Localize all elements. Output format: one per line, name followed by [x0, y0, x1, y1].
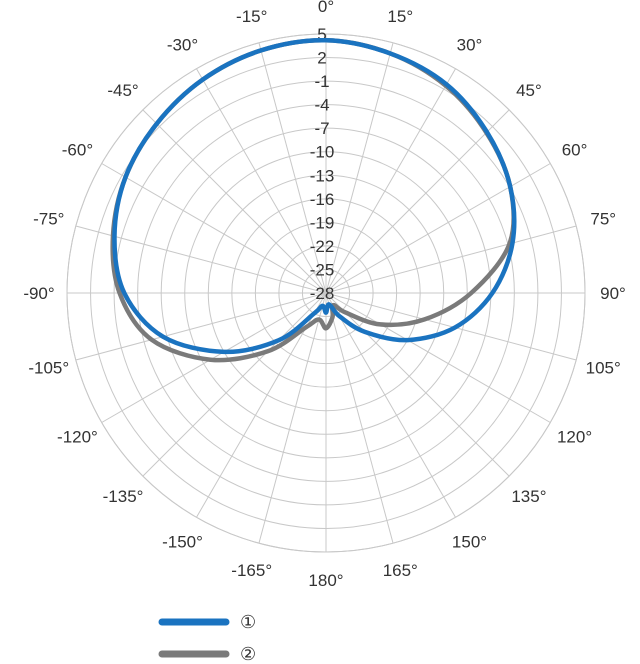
- angle-label: 135°: [511, 487, 546, 506]
- grid-spoke: [325, 292, 577, 361]
- radial-tick-label: -4: [314, 96, 329, 115]
- radial-tick-label: -28: [310, 284, 335, 303]
- angle-labels: 0° 15° 30° 45° 60° 75° 90° 105° 120° 135° 150° 165°…: [23, 0, 626, 590]
- radial-tick-label: -19: [310, 213, 335, 232]
- angle-label: 75°: [590, 210, 616, 229]
- legend-label-series-2: ②: [240, 644, 256, 664]
- legend: ① ②: [158, 612, 256, 664]
- angle-label: -15°: [236, 7, 267, 26]
- grid-spoke: [258, 292, 327, 544]
- angle-label: -165°: [231, 561, 272, 580]
- radial-tick-label: -16: [310, 190, 335, 209]
- angle-label: 15°: [387, 7, 413, 26]
- angle-label: -60°: [62, 141, 93, 160]
- angle-label: -120°: [57, 428, 98, 447]
- angle-label: 45°: [516, 81, 542, 100]
- grid-spoke: [325, 42, 394, 294]
- angle-label: -135°: [103, 487, 144, 506]
- angle-label: 150°: [452, 533, 487, 552]
- angle-label: -30°: [167, 35, 198, 54]
- grid-spoke: [142, 109, 327, 294]
- radial-tick-label: -13: [310, 166, 335, 185]
- grid-spoke: [325, 292, 394, 544]
- grid-spoke: [258, 42, 327, 294]
- grid-spoke: [196, 68, 327, 294]
- radial-tick-label: 2: [317, 49, 326, 68]
- radial-tick-label: -22: [310, 237, 335, 256]
- grid-spoke: [325, 163, 551, 294]
- angle-label: 30°: [457, 35, 483, 54]
- angle-label: -150°: [162, 533, 203, 552]
- series-layer: [110, 38, 517, 363]
- angle-label: 180°: [308, 571, 343, 590]
- grid-spoke: [101, 163, 327, 294]
- angle-label: -90°: [23, 284, 54, 303]
- grid-spoke: [325, 68, 456, 294]
- radial-tick-label: 5: [317, 25, 326, 44]
- grid-spoke: [142, 292, 327, 477]
- grid-spoke: [325, 292, 510, 477]
- angle-label: 60°: [562, 141, 588, 160]
- angle-label: 90°: [600, 284, 626, 303]
- radial-tick-label: -10: [310, 143, 335, 162]
- radial-tick-label: -25: [310, 260, 335, 279]
- series-line-1: [112, 38, 517, 355]
- grid-spoke: [325, 225, 577, 294]
- angle-label: 105°: [586, 358, 621, 377]
- angle-label: -45°: [107, 81, 138, 100]
- angle-label: -105°: [28, 358, 69, 377]
- grid-spoke: [325, 109, 510, 294]
- angle-label: 120°: [557, 428, 592, 447]
- angle-label: 0°: [318, 0, 334, 16]
- legend-label-series-1: ①: [240, 612, 256, 632]
- angle-label: 165°: [383, 561, 418, 580]
- grid-spoke: [75, 225, 327, 294]
- radial-labels: 5 2 -1 -4 -7 -10 -13 -16 -19 -22 -25 -28: [310, 25, 335, 303]
- radial-tick-label: -7: [314, 119, 329, 138]
- grid-spoke: [325, 292, 551, 423]
- angle-label: -75°: [33, 210, 64, 229]
- grid-spoke: [75, 292, 327, 361]
- grid-spoke: [325, 292, 456, 518]
- radial-tick-label: -1: [314, 72, 329, 91]
